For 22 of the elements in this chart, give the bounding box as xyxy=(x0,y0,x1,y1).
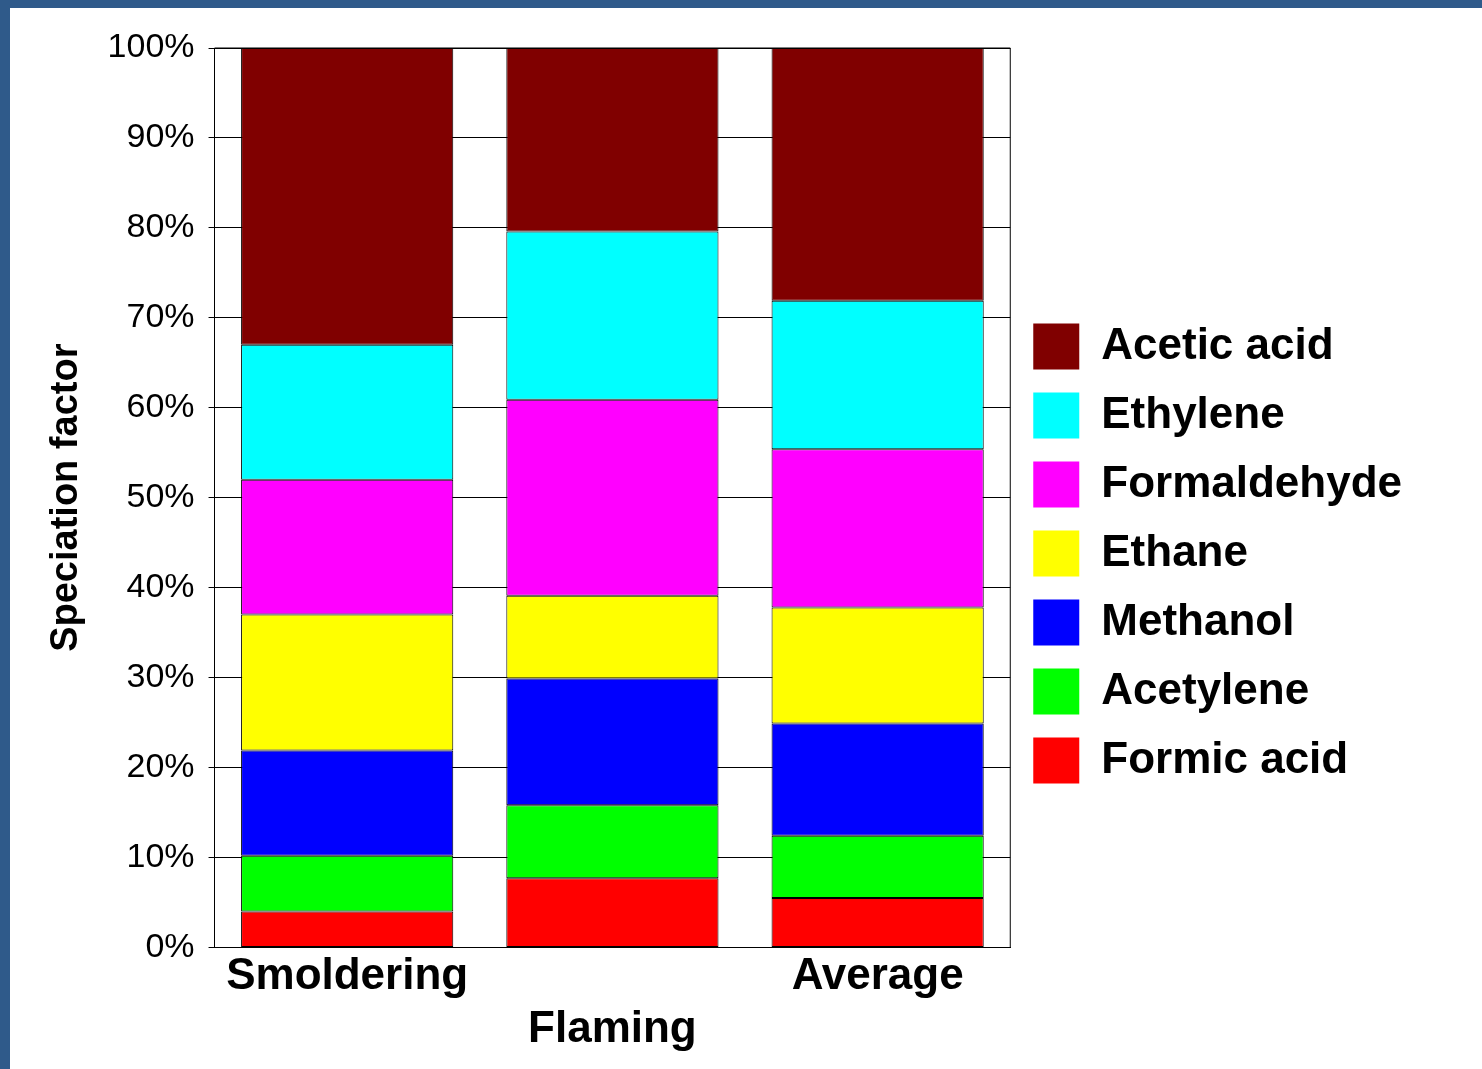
legend-label: Formic acid xyxy=(1101,732,1349,782)
x-tick-label: Smoldering xyxy=(226,948,469,998)
y-tick-label: 50% xyxy=(126,476,195,515)
legend-label: Ethylene xyxy=(1101,387,1285,437)
legend-label: Ethane xyxy=(1101,525,1248,575)
y-tick-label: 100% xyxy=(107,26,195,65)
legend-label: Methanol xyxy=(1101,594,1295,644)
x-tick-label: Average xyxy=(791,948,964,998)
y-tick-label: 20% xyxy=(126,745,195,784)
y-tick-label: 90% xyxy=(126,116,195,155)
y-tick-label: 40% xyxy=(126,566,195,605)
y-tick-label: 0% xyxy=(145,925,195,964)
y-tick-label: 10% xyxy=(126,835,195,874)
legend-label: Acetylene xyxy=(1101,663,1310,713)
y-tick-label: 80% xyxy=(126,206,195,245)
legend-label: Formaldehyde xyxy=(1101,456,1403,506)
y-tick-label: 30% xyxy=(126,655,195,694)
y-tick-label: 60% xyxy=(126,386,195,425)
y-tick-label: 70% xyxy=(126,296,195,335)
legend-label: Acetic acid xyxy=(1101,318,1334,368)
y-axis-title: Speciation factor xyxy=(43,343,86,652)
x-tick-label: Flaming xyxy=(528,1001,697,1051)
